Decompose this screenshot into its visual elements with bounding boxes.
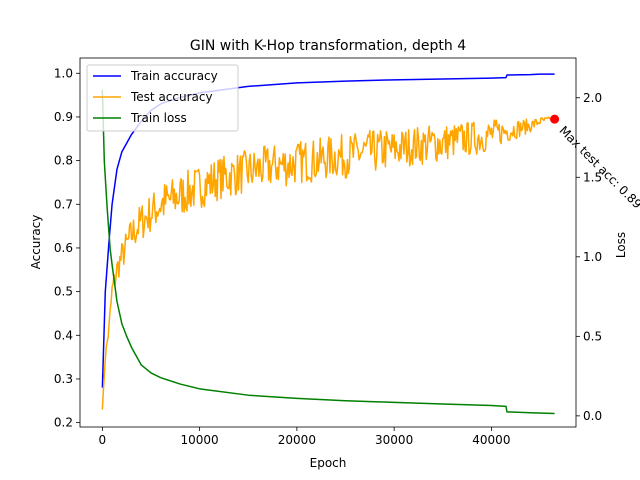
x-axis-label: Epoch <box>310 456 347 470</box>
legend-box <box>86 64 239 132</box>
x-tick-label: 0 <box>99 433 107 447</box>
x-axis-ticks: 0 10000 20000 30000 40000 <box>99 427 510 447</box>
x-tick-label: 20000 <box>278 433 316 447</box>
x-tick-label: 10000 <box>181 433 219 447</box>
y2-tick-label: 1.0 <box>583 250 602 264</box>
y-tick-label: 0.7 <box>54 197 73 211</box>
legend: Train accuracy Test accuracy Train loss <box>86 64 239 132</box>
y2-tick-label: 0.0 <box>583 409 602 423</box>
legend-label-train-loss: Train loss <box>130 111 187 125</box>
series-line-test-accuracy <box>101 116 555 410</box>
y2-tick-label: 2.0 <box>583 91 602 105</box>
y-tick-label: 0.3 <box>54 372 73 386</box>
y2-axis-label: Loss <box>614 232 628 258</box>
y-tick-label: 0.4 <box>54 328 73 342</box>
chart-title: GIN with K-Hop transformation, depth 4 <box>190 38 466 54</box>
y2-axis-ticks: 0.0 0.5 1.0 1.5 2.0 <box>576 91 602 423</box>
y-axis-label: Accuracy <box>29 215 43 270</box>
y-tick-label: 0.6 <box>54 241 73 255</box>
y-axis-ticks: 0.2 0.3 0.4 0.5 0.6 0.7 0.8 0.9 1.0 <box>54 66 80 430</box>
legend-label-train-accuracy: Train accuracy <box>130 69 218 83</box>
legend-label-test-accuracy: Test accuracy <box>130 90 213 104</box>
y2-tick-label: 1.5 <box>583 170 602 184</box>
y-tick-label: 0.2 <box>54 416 73 430</box>
y-tick-label: 0.5 <box>54 285 73 299</box>
x-tick-label: 30000 <box>375 433 413 447</box>
max-test-acc-marker <box>550 114 560 124</box>
y2-tick-label: 0.5 <box>583 329 602 343</box>
axes-frame <box>79 57 577 428</box>
y-tick-label: 0.9 <box>54 110 73 124</box>
marker-layer <box>550 114 560 124</box>
y-tick-label: 1.0 <box>54 66 73 80</box>
x-tick-label: 40000 <box>472 433 510 447</box>
y-tick-label: 0.8 <box>54 154 73 168</box>
series-line-train-loss <box>101 89 555 415</box>
